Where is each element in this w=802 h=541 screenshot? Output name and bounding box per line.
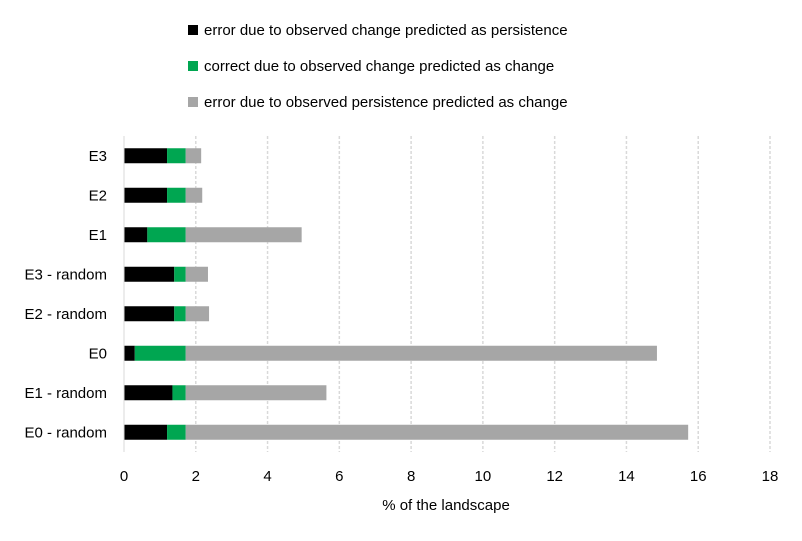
bar-segment-series-2 <box>167 187 186 203</box>
x-tick-label-6: 6 <box>335 468 343 485</box>
bar-segment-series-1 <box>124 424 168 440</box>
legend-entry-label: error due to observed change predicted a… <box>204 22 568 39</box>
x-axis-title: % of the landscape <box>382 497 510 514</box>
x-tick-label-8: 8 <box>407 468 415 485</box>
category-label: E1 - random <box>24 385 107 402</box>
x-tick-label-10: 10 <box>475 468 492 485</box>
x-tick-label-12: 12 <box>546 468 563 485</box>
legend-swatch <box>188 25 198 35</box>
x-tick-label-0: 0 <box>120 468 128 485</box>
x-tick-label-4: 4 <box>263 468 271 485</box>
bar-segment-series-3 <box>185 266 208 282</box>
bar-segment-series-3 <box>185 345 657 361</box>
gridlines <box>195 136 771 452</box>
bar-segment-series-1 <box>124 385 173 401</box>
category-label: E3 <box>89 148 107 165</box>
x-tick-label-16: 16 <box>690 468 707 485</box>
bar-segment-series-2 <box>134 345 186 361</box>
bar-segment-series-3 <box>185 424 689 440</box>
category-label: E3 - random <box>24 266 107 283</box>
bar-segment-series-1 <box>124 227 148 243</box>
bar-segment-series-2 <box>174 266 186 282</box>
bar-segment-series-2 <box>167 148 186 164</box>
legend: error due to observed change predicted a… <box>188 22 568 111</box>
bar-segment-series-1 <box>124 345 135 361</box>
bar-segment-series-3 <box>185 187 203 203</box>
bars <box>124 148 689 440</box>
x-tick-label-2: 2 <box>192 468 200 485</box>
bar-segment-series-2 <box>147 227 186 243</box>
category-label: E2 <box>89 187 107 204</box>
legend-entry-label: error due to observed persistence predic… <box>204 94 568 111</box>
bar-segment-series-3 <box>185 227 302 243</box>
bar-segment-series-1 <box>124 187 168 203</box>
category-label: E0 <box>89 345 107 362</box>
bar-segment-series-3 <box>185 385 327 401</box>
y-axis-category-labels: E3 E2 E1 E3 - random E2 - random E0 E1 - rando… <box>24 148 107 442</box>
category-label: E1 <box>89 227 107 244</box>
bar-segment-series-1 <box>124 148 168 164</box>
bar-segment-series-3 <box>185 148 202 164</box>
x-tick-label-18: 18 <box>762 468 779 485</box>
x-axis-tick-labels: 0 2 4 6 8 10 12 14 16 18 <box>120 468 779 485</box>
legend-swatch <box>188 97 198 107</box>
category-label: E0 - random <box>24 424 107 441</box>
bar-segment-series-2 <box>174 306 186 322</box>
category-label: E2 - random <box>24 306 107 323</box>
bar-segment-series-2 <box>172 385 186 401</box>
bar-segment-series-1 <box>124 266 175 282</box>
bar-segment-series-1 <box>124 306 175 322</box>
bar-segment-series-3 <box>185 306 210 322</box>
bar-segment-series-2 <box>167 424 186 440</box>
x-tick-label-14: 14 <box>618 468 635 485</box>
legend-swatch <box>188 61 198 71</box>
legend-entry-label: correct due to observed change predicted… <box>204 58 554 75</box>
